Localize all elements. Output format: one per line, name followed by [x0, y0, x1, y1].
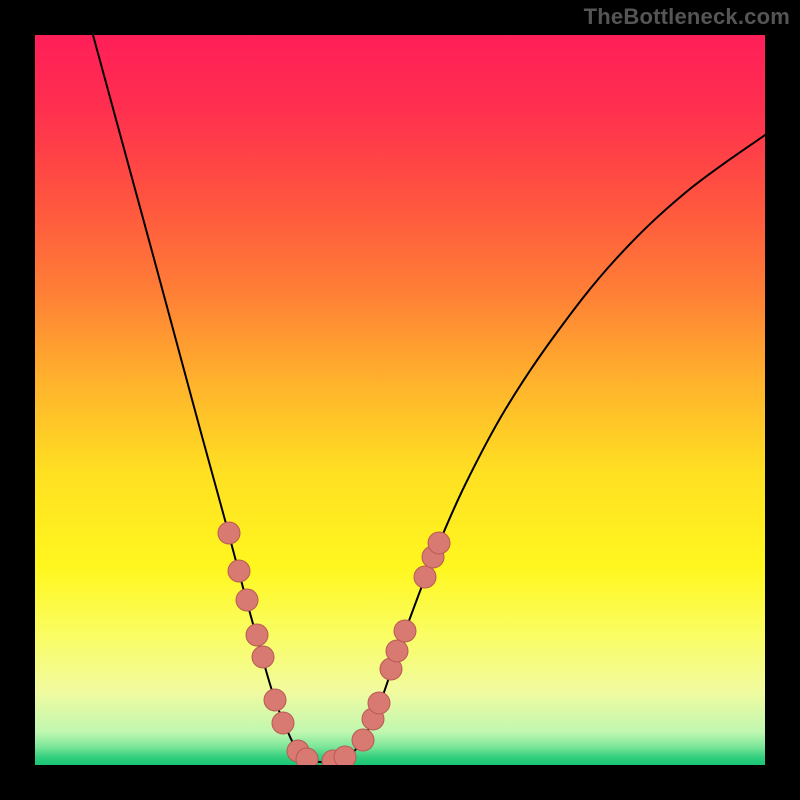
curve-marker — [264, 689, 286, 711]
curve-markers — [218, 522, 450, 765]
curve-marker — [334, 746, 356, 765]
page-root: TheBottleneck.com — [0, 0, 800, 800]
curve-marker — [428, 532, 450, 554]
curve-marker — [296, 748, 318, 765]
curve-marker — [386, 640, 408, 662]
curve-marker — [414, 566, 436, 588]
attribution-text: TheBottleneck.com — [584, 4, 790, 30]
plot-frame — [35, 35, 765, 765]
curve-marker — [272, 712, 294, 734]
curve-marker — [352, 729, 374, 751]
curve-marker — [246, 624, 268, 646]
curve-marker — [228, 560, 250, 582]
curve-marker — [218, 522, 240, 544]
v-curve — [93, 35, 765, 762]
curve-marker — [368, 692, 390, 714]
curve-marker — [252, 646, 274, 668]
curve-marker — [394, 620, 416, 642]
curve-svg — [35, 35, 765, 765]
curve-marker — [236, 589, 258, 611]
